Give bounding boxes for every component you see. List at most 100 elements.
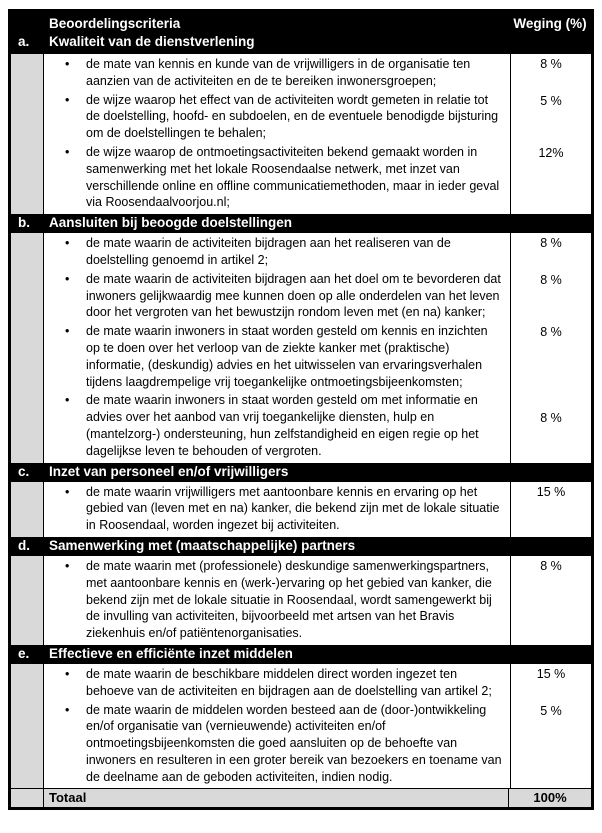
weight-value: 8 % bbox=[540, 236, 562, 251]
bullet-icon: • bbox=[65, 558, 70, 573]
criteria-cell: • de mate waarin vrijwilligers met aanto… bbox=[44, 481, 511, 537]
criteria-item: • de mate waarin de beschikbare middelen… bbox=[44, 663, 591, 701]
weight-value: 15 % bbox=[536, 484, 566, 499]
criteria-item: • de mate waarin vrijwilligers met aanto… bbox=[44, 481, 591, 537]
criteria-text: de wijze waarop het effect van de activi… bbox=[86, 92, 499, 141]
criteria-list: • de mate waarin met (professionele) des… bbox=[44, 555, 591, 645]
weight-value: 12% bbox=[538, 145, 564, 160]
criteria-item: • de mate waarin met (professionele) des… bbox=[44, 555, 591, 645]
section-header-spacer bbox=[509, 33, 591, 51]
criteria-cell: • de mate van kennis en kunde van de vri… bbox=[44, 54, 511, 91]
section-letter: a. bbox=[18, 34, 30, 49]
weight-value: 8 % bbox=[540, 411, 562, 426]
criteria-item: • de mate waarin de activiteiten bijdrag… bbox=[44, 233, 591, 270]
section-letter: b. bbox=[18, 215, 30, 231]
criteria-item: • de wijze waarop het effect van de acti… bbox=[44, 90, 591, 143]
criteria-cell: • de mate waarin de activiteiten bijdrag… bbox=[44, 233, 511, 270]
section-letter: d. bbox=[18, 537, 30, 553]
bullet-icon: • bbox=[65, 393, 70, 408]
criteria-table: Beoordelingscriteria Weging (%) a. Kwali… bbox=[8, 9, 594, 811]
criteria-text: de mate waarin de middelen worden bestee… bbox=[86, 702, 502, 784]
criteria-text: de mate waarin met (professionele) desku… bbox=[86, 558, 492, 641]
section-header-spacer bbox=[509, 645, 591, 663]
criteria-item: • de mate waarin de middelen worden best… bbox=[44, 700, 591, 789]
section-title: Kwaliteit van de dienstverlening bbox=[49, 34, 255, 49]
criteria-text: de mate waarin inwoners in staat worden … bbox=[86, 393, 479, 458]
criteria-text: de mate waarin inwoners in staat worden … bbox=[86, 324, 488, 389]
section-header-row-d: d. Samenwerking met (maatschappelijke) p… bbox=[11, 536, 591, 556]
criteria-text: de mate waarin de beschikbare middelen d… bbox=[86, 666, 492, 698]
bullet-icon: • bbox=[65, 484, 70, 499]
criteria-cell: • de mate waarin de middelen worden best… bbox=[44, 700, 511, 789]
criteria-item: • de wijze waarop de ontmoetingsactivite… bbox=[44, 142, 591, 215]
criteria-text: de mate van kennis en kunde van de vrijw… bbox=[86, 57, 471, 88]
criteria-list: • de mate waarin de beschikbare middelen… bbox=[44, 663, 591, 789]
criteria-cell: • de mate waarin met (professionele) des… bbox=[44, 555, 511, 645]
weight-value: 5 % bbox=[540, 93, 562, 108]
section-header-row-e: e. Effectieve en efficiënte inzet middel… bbox=[11, 644, 591, 664]
criteria-cell: • de mate waarin de activiteiten bijdrag… bbox=[44, 269, 511, 323]
criteria-column-header: Beoordelingscriteria bbox=[49, 16, 181, 31]
section-title: Effectieve en efficiënte inzet middelen bbox=[49, 645, 293, 661]
weight-value: 5 % bbox=[540, 703, 562, 718]
section-header-row-a: a. Kwaliteit van de dienstverlening bbox=[11, 33, 591, 54]
section-title: Inzet van personeel en/of vrijwilligers bbox=[49, 463, 289, 479]
criteria-item: • de mate waarin inwoners in staat worde… bbox=[44, 322, 591, 392]
bullet-icon: • bbox=[65, 702, 70, 717]
criteria-cell: • de wijze waarop de ontmoetingsactivite… bbox=[44, 142, 511, 215]
weight-value: 8 % bbox=[540, 272, 562, 287]
weight-column-header: Weging (%) bbox=[513, 16, 587, 31]
criteria-text: de wijze waarop de ontmoetingsactiviteit… bbox=[86, 144, 500, 210]
weight-value: 8 % bbox=[540, 558, 562, 573]
criteria-cell: • de mate waarin inwoners in staat worde… bbox=[44, 322, 511, 392]
criteria-item: • de mate waarin de activiteiten bijdrag… bbox=[44, 269, 591, 323]
section-content-row-d: • de mate waarin met (professionele) des… bbox=[11, 555, 591, 645]
section-content-row-b: • de mate waarin de activiteiten bijdrag… bbox=[11, 233, 591, 463]
criteria-text: de mate waarin vrijwilligers met aantoon… bbox=[86, 484, 500, 533]
criteria-cell: • de wijze waarop het effect van de acti… bbox=[44, 90, 511, 143]
letter-column-cell bbox=[11, 481, 44, 537]
weight-value: 15 % bbox=[536, 666, 566, 681]
table-header-row: Beoordelingscriteria Weging (%) bbox=[11, 12, 591, 33]
section-letter: c. bbox=[18, 463, 30, 479]
letter-column-cell bbox=[11, 54, 44, 215]
criteria-list: • de mate waarin de activiteiten bijdrag… bbox=[44, 233, 591, 463]
letter-column-cell bbox=[11, 233, 44, 463]
criteria-item: • de mate waarin inwoners in staat worde… bbox=[44, 391, 591, 463]
bullet-icon: • bbox=[65, 666, 70, 681]
criteria-cell: • de mate waarin de beschikbare middelen… bbox=[44, 663, 511, 701]
section-header-row-b: b. Aansluiten bij beoogde doelstellingen bbox=[11, 214, 591, 234]
section-header-row-c: c. Inzet van personeel en/of vrijwillige… bbox=[11, 462, 591, 482]
criteria-cell: • de mate waarin inwoners in staat worde… bbox=[44, 391, 511, 463]
letter-column-cell bbox=[11, 663, 44, 789]
weight-value: 8 % bbox=[540, 57, 562, 71]
bullet-icon: • bbox=[65, 236, 70, 251]
letter-column-cell bbox=[11, 555, 44, 645]
bullet-icon: • bbox=[65, 324, 70, 339]
section-content-row-a: • de mate van kennis en kunde van de vri… bbox=[11, 54, 591, 215]
bullet-icon: • bbox=[65, 92, 70, 107]
total-value: 100% bbox=[533, 790, 567, 806]
header-spacer bbox=[11, 15, 44, 33]
section-letter: e. bbox=[18, 645, 30, 661]
criteria-text: de mate waarin de activiteiten bijdragen… bbox=[86, 271, 501, 320]
section-header-spacer bbox=[509, 463, 591, 481]
criteria-item: • de mate van kennis en kunde van de vri… bbox=[44, 54, 591, 91]
section-content-row-e: • de mate waarin de beschikbare middelen… bbox=[11, 663, 591, 789]
bullet-icon: • bbox=[65, 57, 70, 71]
criteria-list: • de mate waarin vrijwilligers met aanto… bbox=[44, 481, 591, 537]
bullet-icon: • bbox=[65, 144, 70, 159]
section-title: Aansluiten bij beoogde doelstellingen bbox=[49, 215, 293, 231]
criteria-text: de mate waarin de activiteiten bijdragen… bbox=[86, 236, 451, 267]
weight-value: 8 % bbox=[540, 325, 562, 340]
section-title: Samenwerking met (maatschappelijke) part… bbox=[49, 537, 356, 553]
letter-column-cell bbox=[11, 789, 44, 808]
total-row: Totaal 100% bbox=[11, 788, 591, 808]
total-label: Totaal bbox=[44, 789, 509, 808]
section-header-spacer bbox=[509, 214, 591, 232]
criteria-list: • de mate van kennis en kunde van de vri… bbox=[44, 54, 591, 215]
bullet-icon: • bbox=[65, 271, 70, 286]
section-header-spacer bbox=[509, 537, 591, 555]
section-content-row-c: • de mate waarin vrijwilligers met aanto… bbox=[11, 481, 591, 537]
